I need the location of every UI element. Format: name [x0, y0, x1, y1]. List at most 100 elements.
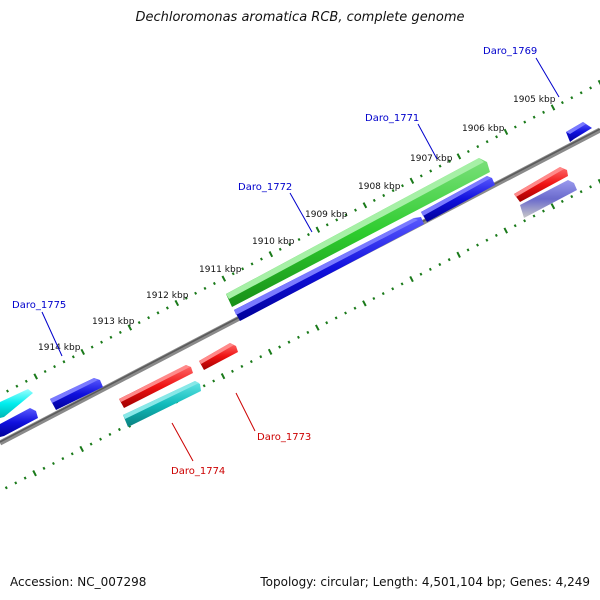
minor-scale-dot	[382, 193, 386, 198]
minor-scale-dot	[335, 218, 339, 222]
minor-scale-dot	[42, 466, 46, 470]
minor-scale-dot	[287, 340, 291, 344]
tick-label-1914: 1914 kbp	[38, 343, 81, 353]
minor-scale-dot	[466, 149, 470, 154]
gene-left-edge-cyan[interactable]	[0, 389, 33, 418]
label-daro-1771[interactable]: Daro_1771	[365, 113, 419, 124]
minor-scale-dot	[297, 237, 301, 242]
label-daro-1773[interactable]: Daro_1773	[257, 432, 311, 443]
minor-scale-dot	[6, 389, 9, 393]
minor-scale-dot	[542, 209, 545, 213]
minor-scale-dot	[231, 272, 235, 276]
tick-label-1906: 1906 kbp	[462, 124, 505, 134]
label-daro-1775[interactable]: Daro_1775	[12, 300, 66, 311]
minor-scale-dot	[52, 461, 55, 466]
minor-scale-dot	[523, 120, 527, 124]
minor-scale-dot	[532, 214, 536, 218]
minor-scale-dot	[108, 432, 112, 436]
major-scale-tick	[32, 470, 37, 477]
accession-text: Accession: NC_007298	[10, 575, 147, 589]
minor-scale-dot	[523, 219, 527, 223]
minor-scale-dot	[513, 224, 517, 228]
minor-scale-dot	[288, 242, 292, 246]
gene-daro-1774-red[interactable]	[119, 365, 193, 408]
minor-scale-dot	[542, 110, 546, 114]
gene-left-edge-blue[interactable]	[0, 408, 38, 437]
major-scale-tick	[127, 324, 133, 331]
gene-labels: Daro_1769 Daro_1771 Daro_1772 Daro_1775 …	[12, 46, 560, 477]
gene-daro-1775[interactable]	[50, 378, 103, 410]
minor-scale-dot	[99, 437, 102, 441]
minor-scale-dot	[117, 427, 121, 432]
gene-daro-1774[interactable]	[123, 381, 201, 427]
minor-scale-dot	[570, 96, 574, 100]
gene-daro-1772-b[interactable]	[421, 176, 495, 222]
major-scale-tick	[456, 153, 462, 160]
minor-scale-dot	[325, 223, 329, 227]
minor-scale-dot	[250, 262, 254, 266]
minor-scale-dot	[278, 247, 282, 251]
minor-scale-dot	[278, 345, 282, 349]
minor-scale-dot	[476, 145, 480, 149]
label-daro-1772[interactable]: Daro_1772	[238, 182, 292, 193]
minor-scale-dot	[513, 125, 517, 129]
tick-label-1908: 1908 kbp	[358, 182, 401, 192]
minor-scale-dot	[165, 306, 169, 310]
minor-scale-dot	[419, 272, 423, 276]
gene-right-red[interactable]	[514, 167, 568, 202]
minor-scale-dot	[184, 296, 188, 300]
major-scale-tick	[362, 202, 368, 209]
leader-daro-1774	[171, 422, 194, 462]
gene-daro-1773[interactable]	[199, 343, 238, 370]
minor-scale-dot	[53, 365, 56, 369]
major-scale-tick	[315, 324, 320, 331]
major-scale-tick	[550, 104, 556, 111]
major-scale-tick	[597, 178, 600, 185]
minor-scale-dot	[419, 174, 423, 178]
minor-scale-dot	[259, 257, 263, 261]
minor-scale-dot	[494, 233, 498, 237]
tick-label-1910: 1910 kbp	[252, 237, 295, 247]
major-scale-tick	[267, 348, 273, 355]
minor-scale-dot	[579, 190, 583, 194]
minor-scale-dot	[381, 292, 385, 296]
minor-scale-dot	[579, 91, 583, 95]
leader-daro-1775	[41, 311, 63, 357]
major-scale-tick	[79, 445, 84, 453]
major-scale-tick	[362, 300, 367, 307]
minor-scale-dot	[344, 213, 348, 217]
minor-scale-dot	[4, 486, 8, 490]
minor-scale-dot	[334, 316, 338, 320]
label-daro-1769[interactable]: Daro_1769	[483, 46, 537, 57]
gene-daro-1771[interactable]	[226, 158, 490, 307]
minor-scale-dot	[428, 267, 432, 271]
gene-daro-1769[interactable]	[566, 122, 592, 142]
minor-scale-dot	[400, 282, 404, 286]
minor-scale-dot	[71, 355, 75, 359]
minor-scale-dot	[24, 379, 28, 383]
minor-scale-dot	[61, 457, 65, 461]
minor-scale-dot	[560, 199, 564, 203]
minor-scale-dot	[325, 321, 329, 325]
minor-scale-dot	[147, 316, 151, 320]
gene-daro-1772-a[interactable]	[234, 217, 424, 321]
major-scale-tick	[33, 373, 38, 380]
leader-daro-1771	[417, 123, 438, 160]
minor-scale-dot	[485, 140, 489, 144]
plus-strand-genes	[0, 122, 592, 437]
minor-scale-dot	[297, 335, 300, 339]
minor-scale-dot	[307, 233, 310, 237]
kbp-tick-labels: 1905 kbp 1906 kbp 1907 kbp 1908 kbp 1909…	[38, 95, 556, 353]
major-scale-tick	[220, 373, 226, 380]
major-scale-tick	[409, 275, 414, 283]
minor-scale-dot	[372, 296, 376, 301]
gene-right-purple[interactable]	[520, 180, 577, 218]
map-title: Dechloromonas aromatica RCB, complete ge…	[135, 10, 465, 25]
minor-scale-dot	[353, 306, 357, 310]
minor-scale-dot	[240, 364, 244, 368]
major-scale-tick	[597, 79, 600, 86]
major-scale-tick	[503, 227, 508, 234]
label-daro-1774[interactable]: Daro_1774	[171, 466, 225, 477]
major-scale-tick	[268, 251, 274, 258]
